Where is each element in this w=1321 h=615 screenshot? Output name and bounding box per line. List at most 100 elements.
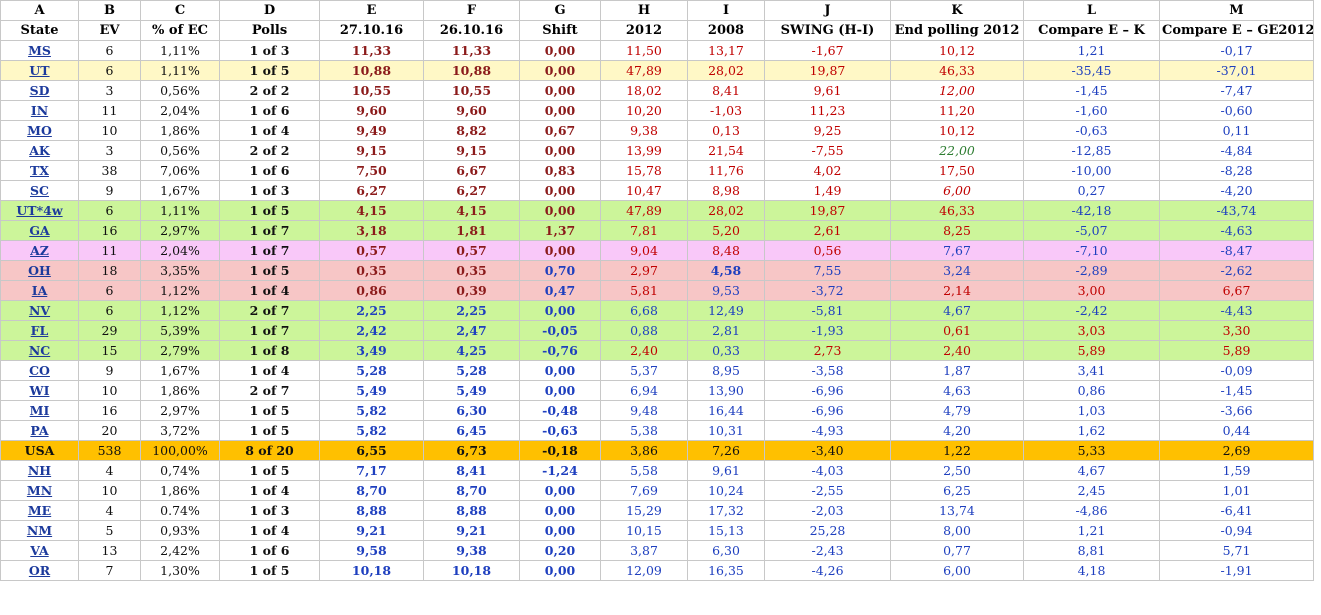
state-link[interactable]: UT xyxy=(0,60,79,81)
data-cell: -10,00 xyxy=(1023,160,1160,181)
data-cell: 2,50 xyxy=(890,460,1024,481)
state-link[interactable]: MN xyxy=(0,480,79,501)
data-cell: 4,15 xyxy=(423,200,520,221)
data-cell: 3,00 xyxy=(1023,280,1160,301)
table-row: NV 6 1,12% 2 of 7 2,25 2,25 0,00 6,68 12,49 -5,81… xyxy=(0,300,1314,321)
data-cell: 11 xyxy=(78,240,141,261)
data-cell: -0,18 xyxy=(519,440,601,461)
state-link[interactable]: NM xyxy=(0,520,79,541)
data-cell: 0,83 xyxy=(519,160,601,181)
data-cell: 8,95 xyxy=(687,360,765,381)
data-cell: 0,11 xyxy=(1159,120,1314,141)
state-link[interactable]: AZ xyxy=(0,240,79,261)
data-cell: 2,04% xyxy=(140,240,220,261)
data-cell: 4,18 xyxy=(1023,560,1160,581)
state-link[interactable]: FL xyxy=(0,320,79,341)
data-cell: 3,86 xyxy=(600,440,688,461)
table-row: WI 10 1,86% 2 of 7 5,49 5,49 0,00 6,94 13,90 -6,9… xyxy=(0,380,1314,401)
data-cell: 11,33 xyxy=(423,40,520,61)
data-cell: 4,67 xyxy=(890,300,1024,321)
data-cell: 3,18 xyxy=(319,220,424,241)
data-cell: 9,48 xyxy=(600,400,688,421)
data-cell: 1,86% xyxy=(140,380,220,401)
data-cell: 4,63 xyxy=(890,380,1024,401)
state-link[interactable]: MO xyxy=(0,120,79,141)
data-cell: 2,69 xyxy=(1159,440,1314,461)
data-cell: 9,49 xyxy=(319,120,424,141)
state-link[interactable]: VA xyxy=(0,540,79,561)
state-link[interactable]: OR xyxy=(0,560,79,581)
data-cell: 47,89 xyxy=(600,60,688,81)
data-cell: -3,40 xyxy=(764,440,891,461)
data-cell: 2,97% xyxy=(140,220,220,241)
state-link[interactable]: IA xyxy=(0,280,79,301)
data-cell: 5,71 xyxy=(1159,540,1314,561)
state-link[interactable]: MS xyxy=(0,40,79,61)
data-cell: 2 of 2 xyxy=(219,140,320,161)
data-cell: 1 of 4 xyxy=(219,280,320,301)
state-link[interactable]: SD xyxy=(0,80,79,101)
state-link[interactable]: CO xyxy=(0,360,79,381)
data-cell: 10,55 xyxy=(319,80,424,101)
data-cell: 1,67% xyxy=(140,180,220,201)
data-cell: 3,03 xyxy=(1023,320,1160,341)
data-cell: 1 of 3 xyxy=(219,500,320,521)
data-cell: 8,25 xyxy=(890,220,1024,241)
data-cell: 1 of 7 xyxy=(219,320,320,341)
data-cell: 100,00% xyxy=(140,440,220,461)
state-link[interactable]: NV xyxy=(0,300,79,321)
table-row: AK 3 0,56% 2 of 2 9,15 9,15 0,00 13,99 21,54 -7,5… xyxy=(0,140,1314,161)
state-link[interactable]: NC xyxy=(0,340,79,361)
spreadsheet-body: A B C D E F G H I J K L M State EV% of EC Polls 27.10.16… xyxy=(0,0,1314,581)
state-link[interactable]: PA xyxy=(0,420,79,441)
state-link[interactable]: OH xyxy=(0,260,79,281)
state-link[interactable]: MI xyxy=(0,400,79,421)
state-link[interactable]: GA xyxy=(0,220,79,241)
data-cell: 1 of 6 xyxy=(219,100,320,121)
table-row: OR 7 1,30% 1 of 5 10,18 10,18 0,00 12,09 16,35 -4… xyxy=(0,560,1314,581)
table-row: FL 29 5,39% 1 of 7 2,42 2,47 -0,05 0,88 2,81 -1,9… xyxy=(0,320,1314,341)
data-cell: 2 of 7 xyxy=(219,300,320,321)
data-cell: 5,49 xyxy=(319,380,424,401)
data-cell: 2,61 xyxy=(764,220,891,241)
data-cell: 16,35 xyxy=(687,560,765,581)
data-cell: 0,35 xyxy=(319,260,424,281)
data-cell: 1,62 xyxy=(1023,420,1160,441)
data-cell: 12,09 xyxy=(600,560,688,581)
data-cell: 9,04 xyxy=(600,240,688,261)
data-cell: 0,20 xyxy=(519,540,601,561)
data-cell: 7,06% xyxy=(140,160,220,181)
table-row: USA 538 100,00% 8 of 20 6,55 6,73 -0,18 3,86 7,2… xyxy=(0,440,1314,461)
state-link[interactable]: IN xyxy=(0,100,79,121)
state-link[interactable]: AK xyxy=(0,140,79,161)
state-link[interactable]: ME xyxy=(0,500,79,521)
data-cell: 2,14 xyxy=(890,280,1024,301)
data-cell: 5,28 xyxy=(423,360,520,381)
data-cell: 6,25 xyxy=(890,480,1024,501)
data-cell: 8,70 xyxy=(319,480,424,501)
state-link[interactable]: WI xyxy=(0,380,79,401)
table-row: TX 38 7,06% 1 of 6 7,50 6,67 0,83 15,78 11,76 4,0… xyxy=(0,160,1314,181)
data-cell: 25,28 xyxy=(764,520,891,541)
data-cell: 0,86 xyxy=(319,280,424,301)
data-cell: -7,47 xyxy=(1159,80,1314,101)
data-cell: 6,30 xyxy=(423,400,520,421)
data-cell: 10,88 xyxy=(423,60,520,81)
data-cell: 13,74 xyxy=(890,500,1024,521)
data-cell: 1,01 xyxy=(1159,480,1314,501)
data-cell: 10,88 xyxy=(319,60,424,81)
column-letter-cell: M xyxy=(1159,0,1314,21)
state-link[interactable]: NH xyxy=(0,460,79,481)
state-link[interactable]: SC xyxy=(0,180,79,201)
state-link[interactable]: USA xyxy=(0,440,79,461)
data-cell: 10,55 xyxy=(423,80,520,101)
data-cell: 13,99 xyxy=(600,140,688,161)
state-link[interactable]: TX xyxy=(0,160,79,181)
state-link[interactable]: UT*4w xyxy=(0,200,79,221)
data-cell: 0,00 xyxy=(519,200,601,221)
data-cell: 7,55 xyxy=(764,260,891,281)
data-cell: 0,88 xyxy=(600,320,688,341)
data-cell: 3,87 xyxy=(600,540,688,561)
data-cell: 0,00 xyxy=(519,60,601,81)
data-cell: -4,03 xyxy=(764,460,891,481)
